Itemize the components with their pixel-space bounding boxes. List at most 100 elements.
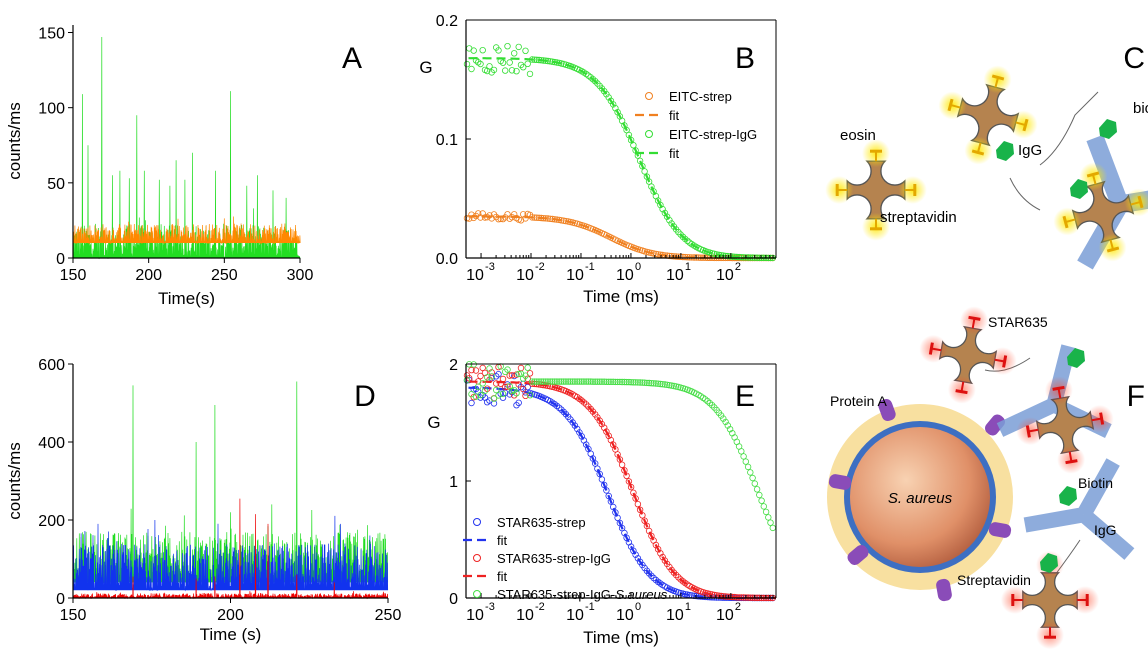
data-point xyxy=(472,393,480,400)
data-point xyxy=(542,378,549,385)
data-point xyxy=(493,380,500,387)
data-point xyxy=(753,486,761,493)
y-tick-label: 600 xyxy=(38,357,65,374)
dye-stem xyxy=(960,381,965,392)
data-point xyxy=(639,162,646,170)
data-point xyxy=(648,572,655,579)
legend-marker xyxy=(645,130,653,138)
data-point xyxy=(598,420,606,428)
data-point xyxy=(659,381,666,388)
panel-d: 150 200 250 0 200 400 600 Time (s) counts/ms D xyxy=(5,357,401,644)
data-point xyxy=(477,372,484,380)
data-point xyxy=(585,378,592,385)
protein-a-1 xyxy=(828,474,852,490)
dye-stem xyxy=(950,103,961,109)
dye-stem xyxy=(1109,239,1115,250)
fit-line-3 xyxy=(468,57,776,259)
data-point xyxy=(517,364,525,372)
x-tick-label: 10 xyxy=(666,607,684,624)
data-point xyxy=(479,47,486,54)
legend: STAR635-strep fit STAR635-strep-IgG fit STAR… xyxy=(463,515,668,602)
data-point xyxy=(493,373,500,380)
s-aureus-cell xyxy=(850,427,990,567)
data-point xyxy=(549,378,556,385)
protein-a-0 xyxy=(878,398,896,422)
streptavidin-f-label: Streptavidin xyxy=(957,572,1031,588)
legend-marker xyxy=(473,554,481,562)
data-point xyxy=(463,376,471,384)
data-point xyxy=(479,380,486,387)
igg-f-label: IgG xyxy=(1094,522,1117,538)
data-point xyxy=(524,364,531,371)
dye-stem xyxy=(1057,388,1062,399)
legend-label: STAR635-strep-IgG-S.aureus xyxy=(497,587,668,602)
data-point xyxy=(607,378,615,385)
data-point xyxy=(594,414,601,421)
x-tick-label: 250 xyxy=(375,607,402,624)
data-point xyxy=(659,553,666,561)
x-tick-exponent: -3 xyxy=(485,601,495,613)
data-point xyxy=(580,378,588,385)
data-point xyxy=(601,378,608,385)
legend-marker xyxy=(645,92,653,100)
dye-head xyxy=(928,342,934,355)
trace-series-2 xyxy=(72,498,389,600)
x-tick-label: 10 xyxy=(716,267,734,284)
panel-a: 150 200 250 300 0 50 100 150 Time(s) counts/ms A xyxy=(5,25,362,308)
data-point xyxy=(495,47,502,54)
protein-a-2 xyxy=(847,545,869,565)
data-point xyxy=(603,378,610,385)
data-point xyxy=(578,397,585,404)
legend-label: fit xyxy=(669,108,680,123)
data-point xyxy=(508,67,516,74)
data-point xyxy=(636,157,644,165)
dye-head xyxy=(1106,246,1120,253)
dye-head xyxy=(1065,459,1078,465)
data-point xyxy=(668,382,675,389)
y-tick-label: 50 xyxy=(47,176,65,193)
dye-stem xyxy=(1068,451,1073,462)
dye-molecule xyxy=(1085,404,1114,433)
legend-marker xyxy=(473,590,481,598)
panel-letter: D xyxy=(354,380,376,413)
data-point xyxy=(634,379,642,386)
streptavidin-body xyxy=(935,322,1001,388)
data-point xyxy=(526,70,534,78)
data-point xyxy=(515,370,522,378)
x-tick-exponent: 2 xyxy=(735,601,741,613)
dye-molecule xyxy=(862,139,890,168)
dye-molecule xyxy=(1036,621,1064,650)
data-point xyxy=(708,402,716,409)
x-tick-label: 250 xyxy=(211,267,238,284)
data-point xyxy=(632,551,639,558)
data-point xyxy=(583,401,590,408)
data-point xyxy=(598,378,606,385)
data-point xyxy=(565,378,572,385)
dye-head xyxy=(1062,215,1069,229)
dye-molecule xyxy=(988,347,1017,376)
linker xyxy=(1009,177,1041,211)
data-point xyxy=(684,237,691,244)
data-point xyxy=(767,519,774,526)
x-tick-label: 300 xyxy=(287,267,314,284)
data-point xyxy=(652,380,660,387)
protein-a-3 xyxy=(936,578,952,602)
panel-b: 10 -3 10 -2 10 -1 10 0 10 1 10 20.00.10.2EITC-strep… xyxy=(419,13,777,306)
data-point xyxy=(468,399,475,407)
data-point xyxy=(540,378,547,385)
legend-label: EITC-strep xyxy=(669,89,732,104)
data-point xyxy=(661,381,669,388)
data-point xyxy=(594,465,601,472)
x-tick-label: 150 xyxy=(60,607,87,624)
legend-label: STAR635-strep xyxy=(497,515,586,530)
data-point xyxy=(596,417,603,424)
x-tick-label: 150 xyxy=(60,267,87,284)
data-point xyxy=(558,406,565,413)
dye-head xyxy=(991,74,1005,81)
data-point xyxy=(610,101,617,108)
data-point xyxy=(481,387,489,394)
dye-stem xyxy=(1130,200,1141,206)
dye-molecule xyxy=(825,176,854,204)
data-point xyxy=(551,378,558,385)
